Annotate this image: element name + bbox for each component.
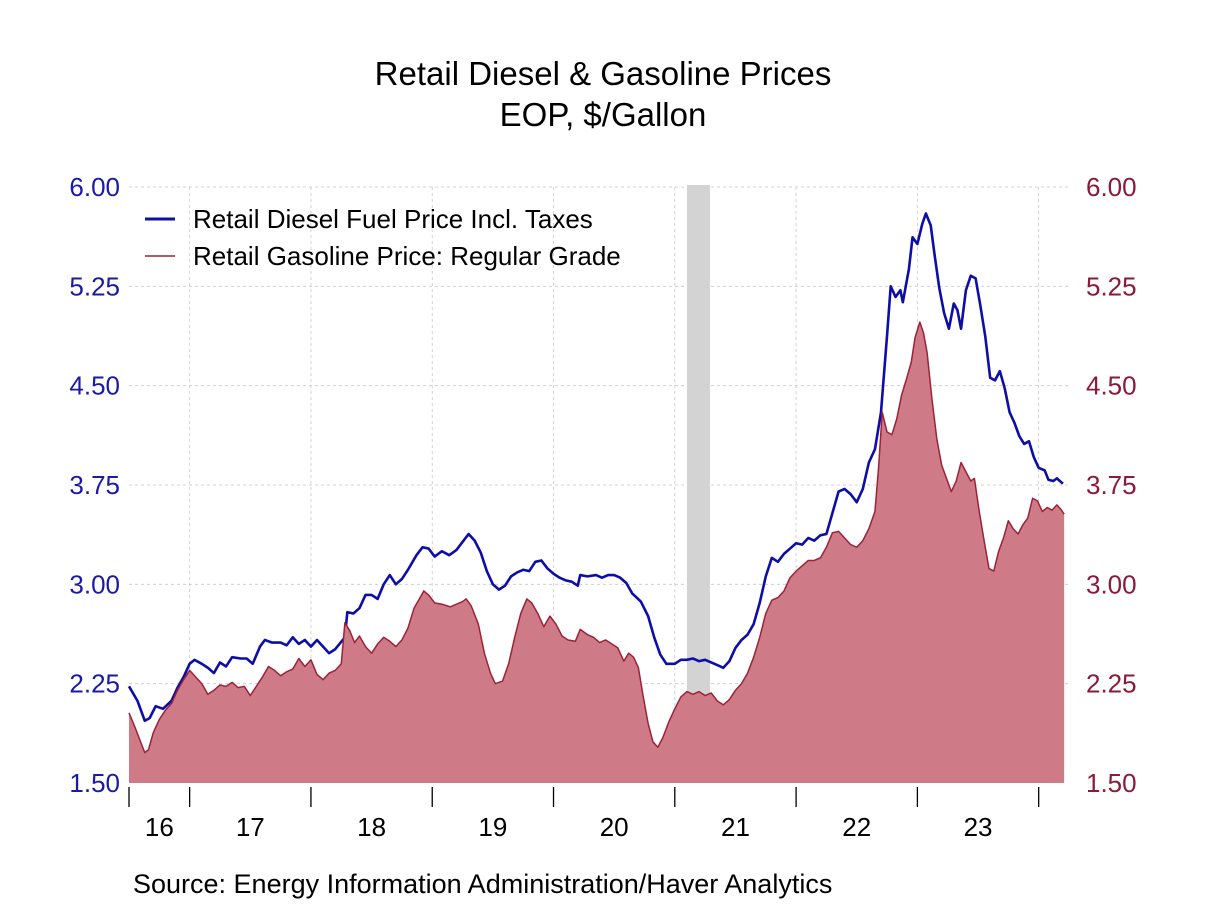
x-tick-label: 20 [600, 812, 629, 842]
gasoline-line [128, 321, 1065, 754]
y-right-tick-label: 3.00 [1086, 569, 1137, 599]
y-left-tick-label: 3.75 [69, 470, 120, 500]
y-right-tick-label: 4.50 [1086, 371, 1137, 401]
x-tick-label: 17 [236, 812, 265, 842]
y-right-tick-label: 5.25 [1086, 271, 1137, 301]
y-right-tick-label: 6.00 [1086, 172, 1137, 202]
y-right-tick-label: 1.50 [1086, 768, 1137, 798]
y-left-tick-label: 6.00 [69, 172, 120, 202]
y-left-tick-label: 5.25 [69, 271, 120, 301]
x-tick-label: 21 [721, 812, 750, 842]
gasoline-area [129, 322, 1065, 783]
tick-layer: 6.00 5.25 4.50 3.75 3.00 2.25 1.50 6.00 5.25 4.50… [69, 172, 1136, 842]
x-tick-label: 18 [357, 812, 386, 842]
x-tick-label: 16 [145, 812, 174, 842]
source-note: Source: Energy Information Administratio… [133, 869, 832, 899]
axis-layer [128, 787, 1040, 807]
legend-label-diesel: Retail Diesel Fuel Price Incl. Taxes [193, 204, 593, 234]
recession-band [686, 185, 710, 783]
x-tick-label: 23 [964, 812, 993, 842]
recession-layer [686, 185, 710, 783]
x-tick-label: 19 [478, 812, 507, 842]
legend: Retail Diesel Fuel Price Incl. Taxes Ret… [145, 204, 621, 271]
y-right-tick-label: 3.75 [1086, 470, 1137, 500]
y-right-tick-label: 2.25 [1086, 669, 1137, 699]
y-left-tick-label: 1.50 [69, 768, 120, 798]
series-layer [127, 212, 1065, 783]
y-left-tick-label: 4.50 [69, 371, 120, 401]
chart-subtitle: EOP, $/Gallon [500, 96, 707, 133]
diesel-line [127, 212, 1064, 723]
x-tick-label: 22 [842, 812, 871, 842]
legend-label-gasoline: Retail Gasoline Price: Regular Grade [193, 241, 621, 271]
chart-title: Retail Diesel & Gasoline Prices [375, 55, 832, 92]
y-left-tick-label: 2.25 [69, 669, 120, 699]
y-left-tick-label: 3.00 [69, 569, 120, 599]
